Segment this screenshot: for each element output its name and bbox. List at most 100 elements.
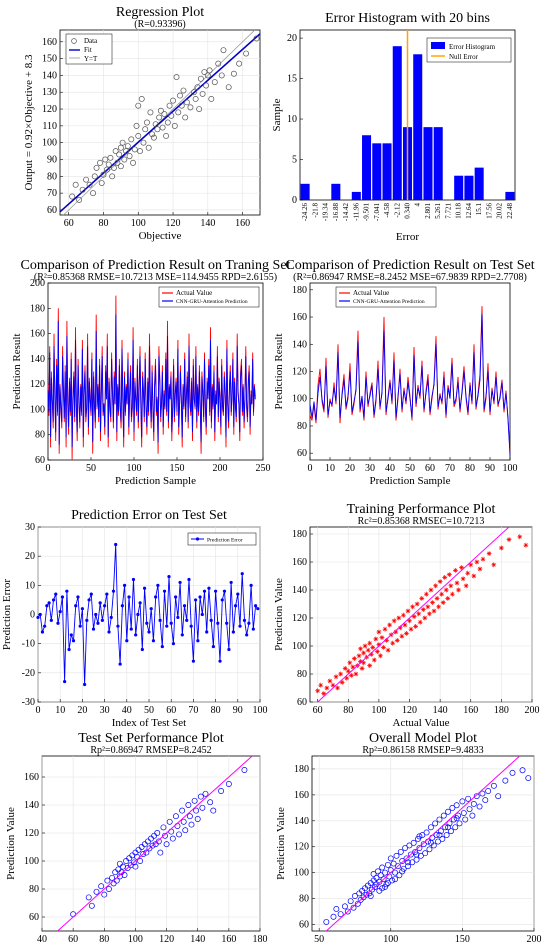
data-point bbox=[79, 186, 86, 193]
data-point bbox=[109, 173, 116, 180]
data-point bbox=[335, 685, 340, 691]
data-point bbox=[197, 75, 204, 82]
data-point bbox=[495, 793, 502, 800]
y-tick-label: 160 bbox=[42, 37, 57, 48]
error-point bbox=[43, 624, 47, 628]
x-tick-label: 100 bbox=[371, 705, 386, 716]
x-tick-label: 160 bbox=[221, 934, 236, 945]
y-tick-label: 10 bbox=[287, 114, 297, 125]
data-point bbox=[163, 841, 170, 848]
x-tick-label: 0 bbox=[46, 463, 51, 474]
data-point bbox=[149, 131, 156, 138]
y-tick-label: 20 bbox=[287, 33, 297, 44]
data-point bbox=[138, 96, 145, 102]
x-tick-label: 0 bbox=[308, 463, 313, 474]
data-point bbox=[194, 84, 201, 91]
data-point bbox=[462, 816, 469, 823]
data-point bbox=[449, 804, 456, 811]
legend-marker-bars bbox=[431, 42, 445, 49]
y-tick-label: 60 bbox=[299, 920, 309, 931]
data-point bbox=[445, 808, 452, 815]
y-tick-label: 130 bbox=[42, 87, 57, 98]
data-point bbox=[182, 114, 189, 121]
data-point bbox=[377, 872, 384, 879]
error-point bbox=[118, 662, 122, 666]
data-point bbox=[422, 850, 429, 857]
error-point bbox=[236, 592, 240, 596]
y-tick-label: 120 bbox=[294, 842, 309, 853]
error-point bbox=[231, 630, 235, 634]
x-tick-label: 100 bbox=[131, 218, 146, 229]
error-point bbox=[154, 595, 158, 599]
panel-4: 0 10 20 30 40 50 60 70 80 90 100 60 80 100 120 140 160 18… bbox=[273, 258, 535, 487]
data-point bbox=[170, 97, 176, 104]
data-point bbox=[423, 591, 429, 597]
x-tick-label: 120 bbox=[159, 934, 174, 945]
data-point bbox=[509, 769, 516, 776]
y-tick-label: 180 bbox=[292, 285, 307, 296]
data-point bbox=[177, 92, 183, 99]
x-tick-label: -2.12 bbox=[393, 203, 401, 218]
y-tick-label: 80 bbox=[299, 894, 309, 905]
data-point bbox=[101, 891, 108, 898]
data-point bbox=[202, 790, 209, 797]
error-point bbox=[129, 627, 133, 631]
data-point bbox=[480, 556, 486, 562]
y-tick-label: 120 bbox=[292, 613, 307, 624]
x-tick-label: 20 bbox=[77, 705, 87, 716]
data-point bbox=[410, 604, 415, 610]
data-point bbox=[114, 159, 121, 166]
data-point bbox=[399, 858, 406, 864]
data-point bbox=[425, 604, 431, 610]
chart-title: Comparison of Prediction Result on Test … bbox=[285, 258, 534, 273]
chart-subtitle: Rc²=0.85368 RMSEC=10.7213 bbox=[358, 516, 485, 527]
x-tick-label: 140 bbox=[200, 218, 215, 229]
data-point bbox=[376, 878, 383, 885]
histogram-bar bbox=[423, 127, 433, 200]
y-tick-label: 80 bbox=[35, 430, 45, 441]
data-point bbox=[199, 90, 206, 97]
data-point bbox=[476, 803, 483, 810]
data-point bbox=[453, 815, 460, 822]
data-point bbox=[474, 559, 480, 565]
data-point bbox=[72, 181, 79, 188]
x-tick-label: 180 bbox=[253, 934, 268, 945]
data-point bbox=[135, 133, 142, 139]
data-point bbox=[416, 833, 423, 840]
data-point bbox=[333, 906, 340, 912]
data-point bbox=[422, 615, 428, 621]
y-tick-label: 160 bbox=[292, 557, 307, 568]
x-tick-label: 50 bbox=[86, 463, 96, 474]
data-point bbox=[431, 608, 437, 614]
x-tick-label: 80 bbox=[98, 218, 108, 229]
x-tick-label: 160 bbox=[235, 218, 250, 229]
data-point bbox=[374, 649, 380, 654]
x-tick-label: 40 bbox=[37, 934, 47, 945]
data-point bbox=[414, 601, 420, 607]
data-point bbox=[215, 60, 222, 67]
data-point bbox=[194, 816, 201, 822]
data-point bbox=[361, 660, 366, 666]
y-tick-label: 110 bbox=[42, 121, 57, 132]
y-axis-label: Prediction Value bbox=[5, 807, 17, 880]
data-point bbox=[411, 614, 417, 619]
data-point bbox=[85, 894, 92, 901]
histogram-bar bbox=[433, 127, 443, 200]
error-point bbox=[191, 659, 195, 663]
error-point bbox=[145, 621, 149, 625]
data-point bbox=[379, 635, 385, 640]
y-tick-label: 100 bbox=[294, 868, 309, 879]
x-tick-label: 7.721 bbox=[444, 203, 452, 219]
error-point bbox=[40, 630, 45, 634]
data-point bbox=[350, 664, 356, 670]
data-point bbox=[180, 87, 187, 94]
y-axis-label: Sample bbox=[271, 98, 283, 131]
data-point bbox=[490, 782, 497, 789]
error-point bbox=[240, 572, 244, 576]
panel-1: 60 80 100 120 140 160 60 70 80 90 100 110 120 130 140 1… bbox=[23, 5, 261, 242]
data-point bbox=[442, 575, 448, 580]
data-point bbox=[486, 551, 492, 556]
y-tick-label: 140 bbox=[42, 70, 57, 81]
error-point bbox=[171, 642, 176, 646]
